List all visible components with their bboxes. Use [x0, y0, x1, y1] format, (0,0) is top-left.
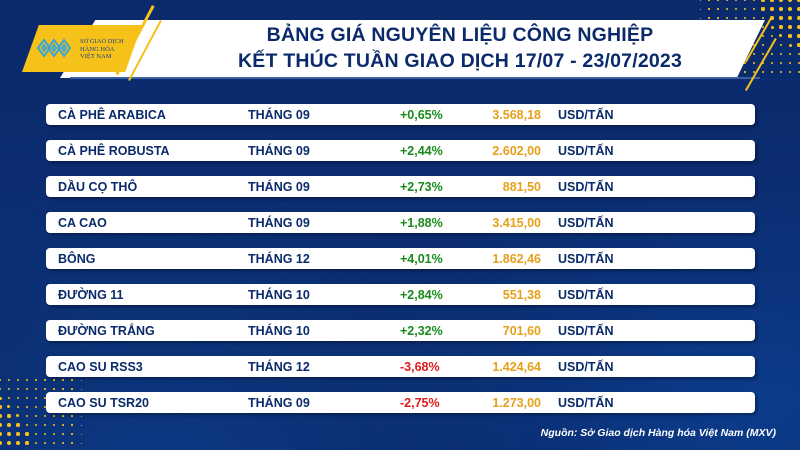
page-title: BẢNG GIÁ NGUYÊN LIỆU CÔNG NGHIỆP KẾT THÚ…	[180, 22, 740, 74]
commodity-name: CA CAO	[58, 215, 107, 230]
price-value: 1.862,46	[492, 251, 541, 266]
commodity-name: CÀ PHÊ ARABICA	[58, 107, 166, 122]
price-unit: USD/TẤN	[558, 215, 614, 230]
contract-month: THÁNG 09	[248, 395, 310, 410]
price-change: -2,75%	[400, 395, 440, 410]
price-change: +2,84%	[400, 287, 443, 302]
price-unit: USD/TẤN	[558, 395, 614, 410]
price-change: +2,44%	[400, 143, 443, 158]
contract-month: THÁNG 09	[248, 215, 310, 230]
price-value: 881,50	[502, 179, 541, 194]
title-line-1: BẢNG GIÁ NGUYÊN LIỆU CÔNG NGHIỆP	[266, 24, 654, 46]
mxv-logo-text: SỞ GIAO DỊCH HÀNG HÓA VIỆT NAM	[80, 38, 124, 60]
contract-month: THÁNG 12	[248, 251, 310, 266]
price-value: 701,60	[502, 323, 541, 338]
mxv-logo-icon	[36, 38, 72, 58]
price-value: 1.424,64	[492, 359, 541, 374]
price-value: 2.602,00	[492, 143, 541, 158]
price-value: 551,38	[502, 287, 541, 302]
commodity-name: DẦU CỌ THÔ	[58, 179, 138, 194]
contract-month: THÁNG 10	[248, 287, 310, 302]
contract-month: THÁNG 09	[248, 107, 310, 122]
price-change: +1,88%	[400, 215, 443, 230]
source-note: Nguồn: Sở Giao dịch Hàng hóa Việt Nam (M…	[540, 427, 776, 439]
table-row: CÀ PHÊ ARABICA THÁNG 09 +0,65% 3.568,18 …	[46, 104, 755, 125]
commodity-name: BÔNG	[58, 251, 96, 266]
price-change: +4,01%	[400, 251, 443, 266]
commodity-name: ĐƯỜNG TRẮNG	[58, 323, 155, 338]
price-unit: USD/TẤN	[558, 287, 614, 302]
price-unit: USD/TẤN	[558, 107, 614, 122]
commodity-name: CAO SU RSS3	[58, 359, 143, 374]
table-row: ĐƯỜNG TRẮNG THÁNG 10 +2,32% 701,60 USD/T…	[46, 320, 755, 341]
price-change: +2,73%	[400, 179, 443, 194]
price-value: 3.415,00	[492, 215, 541, 230]
table-row: CAO SU RSS3 THÁNG 12 -3,68% 1.424,64 USD…	[46, 356, 755, 377]
title-banner	[60, 20, 765, 78]
table-row: CÀ PHÊ ROBUSTA THÁNG 09 +2,44% 2.602,00 …	[46, 140, 755, 161]
table-row: BÔNG THÁNG 12 +4,01% 1.862,46 USD/TẤN	[46, 248, 755, 269]
price-change: -3,68%	[400, 359, 440, 374]
price-unit: USD/TẤN	[558, 179, 614, 194]
price-unit: USD/TẤN	[558, 359, 614, 374]
commodity-name: CÀ PHÊ ROBUSTA	[58, 143, 170, 158]
price-unit: USD/TẤN	[558, 251, 614, 266]
table-row: ĐƯỜNG 11 THÁNG 10 +2,84% 551,38 USD/TẤN	[46, 284, 755, 305]
contract-month: THÁNG 09	[248, 179, 310, 194]
contract-month: THÁNG 12	[248, 359, 310, 374]
commodity-price-table: CÀ PHÊ ARABICA THÁNG 09 +0,65% 3.568,18 …	[46, 104, 755, 428]
price-unit: USD/TẤN	[558, 143, 614, 158]
table-row: CAO SU TSR20 THÁNG 09 -2,75% 1.273,00 US…	[46, 392, 755, 413]
commodity-name: CAO SU TSR20	[58, 395, 149, 410]
banner-underline	[70, 77, 760, 79]
table-row: DẦU CỌ THÔ THÁNG 09 +2,73% 881,50 USD/TẤ…	[46, 176, 755, 197]
price-value: 1.273,00	[492, 395, 541, 410]
title-line-2: KẾT THÚC TUẦN GIAO DỊCH 17/07 - 23/07/20…	[237, 50, 683, 72]
price-unit: USD/TẤN	[558, 323, 614, 338]
price-value: 3.568,18	[492, 107, 541, 122]
contract-month: THÁNG 09	[248, 143, 310, 158]
price-change: +2,32%	[400, 323, 443, 338]
table-row: CA CAO THÁNG 09 +1,88% 3.415,00 USD/TẤN	[46, 212, 755, 233]
contract-month: THÁNG 10	[248, 323, 310, 338]
commodity-name: ĐƯỜNG 11	[58, 287, 124, 302]
price-change: +0,65%	[400, 107, 443, 122]
